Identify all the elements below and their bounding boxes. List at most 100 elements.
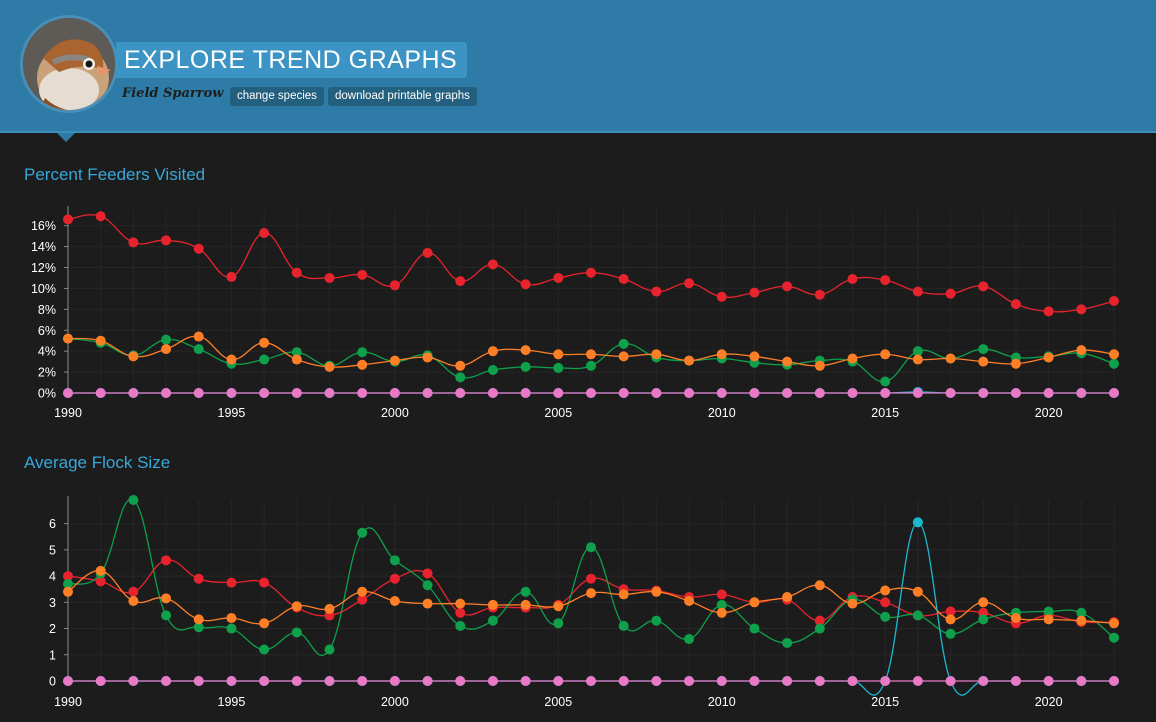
data-point bbox=[716, 291, 727, 302]
data-point bbox=[193, 331, 204, 342]
x-tick-label: 2005 bbox=[544, 695, 572, 709]
data-point bbox=[161, 344, 172, 355]
data-point bbox=[553, 362, 564, 373]
y-tick-label: 0% bbox=[38, 387, 56, 401]
data-point bbox=[1109, 388, 1119, 398]
data-point bbox=[945, 614, 956, 625]
data-point bbox=[259, 388, 270, 398]
data-point bbox=[455, 388, 466, 398]
data-point bbox=[226, 623, 237, 634]
data-point bbox=[324, 603, 335, 614]
data-point bbox=[1010, 299, 1021, 310]
data-point bbox=[978, 676, 989, 686]
data-point bbox=[455, 620, 466, 631]
data-point bbox=[291, 347, 302, 358]
data-point bbox=[553, 349, 564, 360]
data-point bbox=[749, 388, 760, 398]
data-point bbox=[193, 614, 204, 625]
data-point bbox=[95, 335, 106, 346]
data-point bbox=[782, 388, 793, 398]
data-point bbox=[226, 577, 237, 588]
data-point bbox=[226, 354, 237, 365]
data-point bbox=[357, 359, 368, 370]
data-point bbox=[749, 351, 760, 362]
data-point bbox=[749, 623, 760, 634]
data-point bbox=[553, 388, 564, 398]
data-point bbox=[684, 676, 695, 686]
data-point bbox=[814, 580, 825, 591]
data-point bbox=[226, 613, 237, 624]
series-1 bbox=[63, 495, 1119, 657]
data-point bbox=[259, 618, 270, 629]
x-tick-label: 2020 bbox=[1035, 406, 1063, 420]
data-point bbox=[422, 580, 433, 591]
data-point bbox=[651, 349, 662, 360]
series-2 bbox=[63, 331, 1119, 372]
series-4 bbox=[63, 676, 1119, 686]
data-point bbox=[455, 676, 466, 686]
data-point bbox=[63, 214, 73, 225]
data-point bbox=[978, 344, 989, 355]
data-point bbox=[553, 272, 564, 283]
y-tick-label: 6% bbox=[38, 324, 56, 338]
data-point bbox=[422, 352, 433, 363]
data-point bbox=[553, 601, 564, 612]
y-tick-label: 3 bbox=[49, 596, 56, 610]
data-point bbox=[193, 676, 204, 686]
data-point bbox=[1076, 615, 1087, 626]
data-point bbox=[814, 388, 825, 398]
data-point bbox=[389, 555, 400, 566]
data-point bbox=[95, 565, 106, 576]
data-point bbox=[1043, 614, 1054, 625]
data-point bbox=[651, 286, 662, 297]
data-point bbox=[487, 388, 498, 398]
data-point bbox=[193, 573, 204, 584]
data-point bbox=[716, 599, 727, 610]
data-point bbox=[193, 243, 204, 254]
data-point bbox=[455, 607, 466, 618]
data-point bbox=[291, 388, 302, 398]
data-point bbox=[95, 388, 106, 398]
data-point bbox=[487, 599, 498, 610]
data-point bbox=[291, 676, 302, 686]
data-point bbox=[128, 237, 139, 248]
data-point bbox=[912, 286, 923, 297]
data-point bbox=[716, 589, 727, 600]
data-point bbox=[1076, 676, 1087, 686]
data-point bbox=[782, 281, 793, 292]
data-point bbox=[357, 269, 368, 280]
data-point bbox=[651, 615, 662, 626]
data-point bbox=[782, 592, 793, 603]
y-tick-label: 6 bbox=[49, 517, 56, 531]
data-point bbox=[880, 275, 891, 286]
data-point bbox=[978, 614, 989, 625]
data-point bbox=[63, 571, 73, 582]
data-point bbox=[618, 338, 629, 349]
data-point bbox=[912, 346, 923, 357]
x-tick-label: 2015 bbox=[871, 406, 899, 420]
data-point bbox=[128, 676, 139, 686]
data-point bbox=[128, 495, 139, 505]
data-point bbox=[487, 364, 498, 375]
data-point bbox=[128, 351, 139, 362]
y-tick-label: 2 bbox=[49, 622, 56, 636]
data-point bbox=[684, 634, 695, 645]
data-point bbox=[128, 586, 139, 597]
data-point bbox=[618, 589, 629, 600]
x-tick-label: 1990 bbox=[54, 695, 82, 709]
data-point bbox=[749, 597, 760, 608]
data-point bbox=[389, 676, 400, 686]
y-tick-label: 14% bbox=[31, 240, 56, 254]
data-point bbox=[259, 337, 270, 348]
download-graphs-button[interactable]: download printable graphs bbox=[328, 87, 477, 106]
data-point bbox=[259, 577, 270, 588]
chart-title-average-flock: Average Flock Size bbox=[24, 453, 171, 472]
data-point bbox=[291, 267, 302, 278]
data-point bbox=[520, 279, 531, 290]
data-point bbox=[880, 376, 891, 387]
data-point bbox=[1076, 304, 1087, 315]
data-point bbox=[487, 615, 498, 626]
page-title-box: EXPLORE TREND GRAPHS bbox=[116, 42, 468, 78]
change-species-button[interactable]: change species bbox=[230, 87, 324, 106]
x-tick-label: 1990 bbox=[54, 406, 82, 420]
